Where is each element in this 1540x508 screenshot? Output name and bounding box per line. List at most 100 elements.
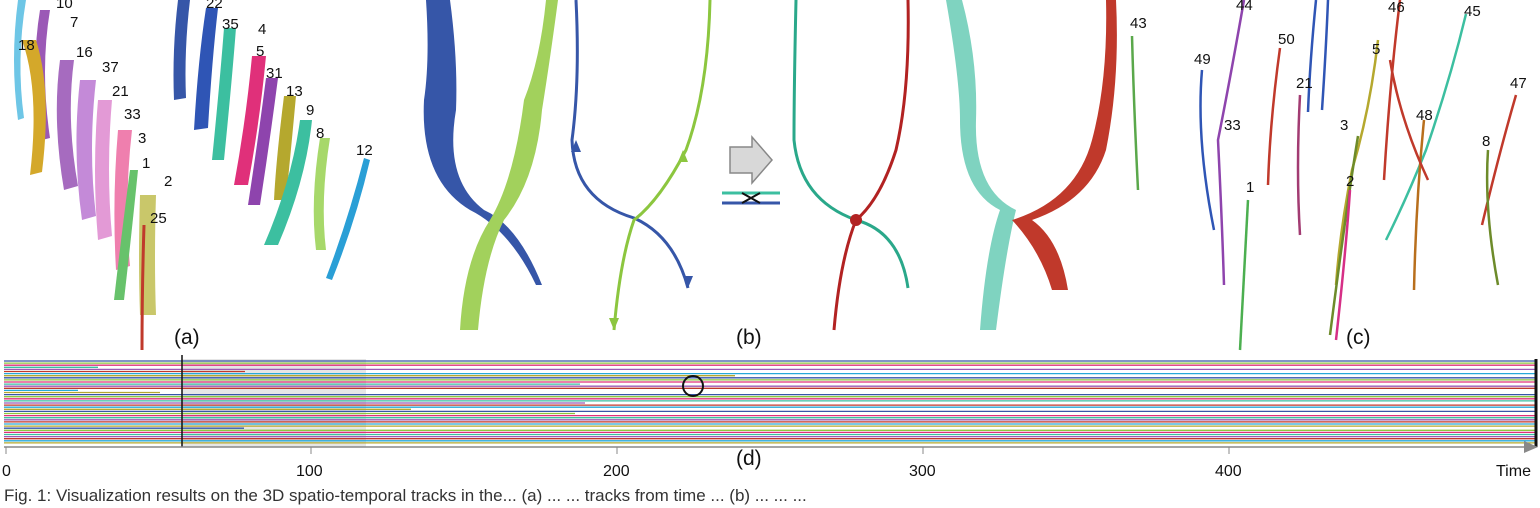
track-label: 13 [286,83,303,100]
track-label: 33 [124,106,141,123]
before-pair-lines [570,0,712,331]
arrowhead [609,318,619,330]
track-label: 45 [1464,3,1481,20]
x-tick-label: 200 [603,463,630,480]
track-label: 33 [1224,117,1241,134]
track-43 [1130,35,1140,191]
track-label: 1 [1246,179,1254,196]
after-pair-lines [792,0,910,331]
red-track [832,0,910,331]
cross-icon [741,192,761,204]
track-label: 5 [1372,41,1380,58]
track-21 [1296,94,1302,236]
track-red2 [1388,59,1430,181]
blue-ribbon [423,0,542,285]
ribbon-group-right [173,0,370,280]
after-pair-3d [946,0,1117,330]
arrowhead [678,150,688,162]
track-label: 47 [1510,75,1527,92]
before-pair-3d [423,0,558,330]
red-ribbon [1012,0,1117,290]
green-ribbon [460,0,558,330]
ribbon-25 [140,224,146,351]
ribbon-12 [326,158,370,280]
track-label: 31 [266,65,283,82]
switch-point [850,214,862,226]
panel-d-label: (d) [736,447,762,470]
track-label: 46 [1388,0,1405,16]
track-label: 44 [1236,0,1253,14]
ribbon-13 [274,96,296,200]
panel-b-switch [400,0,1130,355]
timeline-track-lines [4,360,1536,444]
track-label: 35 [222,16,239,33]
panel-b-canvas [423,0,1117,331]
ribbon-4 [212,28,236,160]
track-label: 3 [1340,117,1348,134]
x-tick-label: 300 [909,463,936,480]
ribbon-10 [14,0,26,120]
x-axis-arrow-icon [1524,441,1538,453]
track-label: 37 [102,59,119,76]
track-label: 7 [70,14,78,31]
track-label: 25 [150,210,167,227]
track-label: 8 [316,125,324,142]
panel-c-track-labels: 43 44 49 33 50 21 1 46 45 5 3 2 48 47 8 [1130,0,1527,196]
teal-ribbon [946,0,1016,330]
ribbon-35 [194,8,218,130]
track-47 [1480,94,1518,226]
blue-track [570,0,690,289]
x-axis-label: Time [1496,463,1531,480]
track-8 [1485,149,1500,286]
track-label: 22 [206,0,223,12]
figure-caption: Fig. 1: Visualization results on the 3D … [4,486,807,505]
ribbon-21 [95,100,112,240]
track-46c [1320,0,1330,111]
track-label: 50 [1278,31,1295,48]
panel-a-label: (a) [174,326,200,349]
track-label: 21 [112,83,129,100]
track-46 [1382,0,1402,181]
arrowhead [571,140,581,152]
track-label: 1 [142,155,150,172]
track-label: 43 [1130,15,1147,32]
track-44 [1216,0,1246,286]
track-label: 18 [18,37,35,54]
track-49 [1199,69,1216,231]
track-label: 10 [56,0,73,12]
track-label: 2 [164,173,172,190]
track-50 [1266,47,1282,186]
track-3 [1328,135,1360,336]
track-label: 49 [1194,51,1211,68]
ribbon-1 [114,170,138,300]
panel-a-track-labels: 10 7 18 16 37 21 33 3 1 2 25 22 35 4 5 3… [18,0,373,227]
track-label: 8 [1482,133,1490,150]
ribbon-group-left [14,0,156,351]
ribbon-5 [234,56,266,185]
ribbon-37 [76,80,96,220]
panel-b-label: (b) [736,326,762,349]
track-label: 21 [1296,75,1313,92]
timeline-panel: 0 100 200 300 400 Time [0,355,1540,480]
x-ticks [5,447,1230,454]
track-1 [1238,199,1250,351]
track-label: 48 [1416,107,1433,124]
panel-c-label: (c) [1346,326,1371,349]
green-track [612,0,712,331]
panel-a-canvas: 10 7 18 16 37 21 33 3 1 2 25 22 35 4 5 3… [14,0,373,351]
arrow-right-icon [729,134,773,186]
ribbon-8 [313,138,330,250]
track-45 [1384,13,1468,241]
switch-arrow-icon [722,134,780,205]
track-label: 5 [256,43,264,60]
track-label: 16 [76,44,93,61]
track-label: 9 [306,102,314,119]
x-tick-label: 0 [2,463,11,480]
track-46b [1306,0,1318,113]
arrowhead [683,276,693,288]
ribbon-16 [56,60,78,190]
switch-circle [682,375,704,397]
panel-c-tracks: 43 44 49 33 50 21 1 46 45 5 3 2 48 47 8 [1110,0,1540,355]
x-tick-label: 100 [296,463,323,480]
track-label: 2 [1346,173,1354,190]
